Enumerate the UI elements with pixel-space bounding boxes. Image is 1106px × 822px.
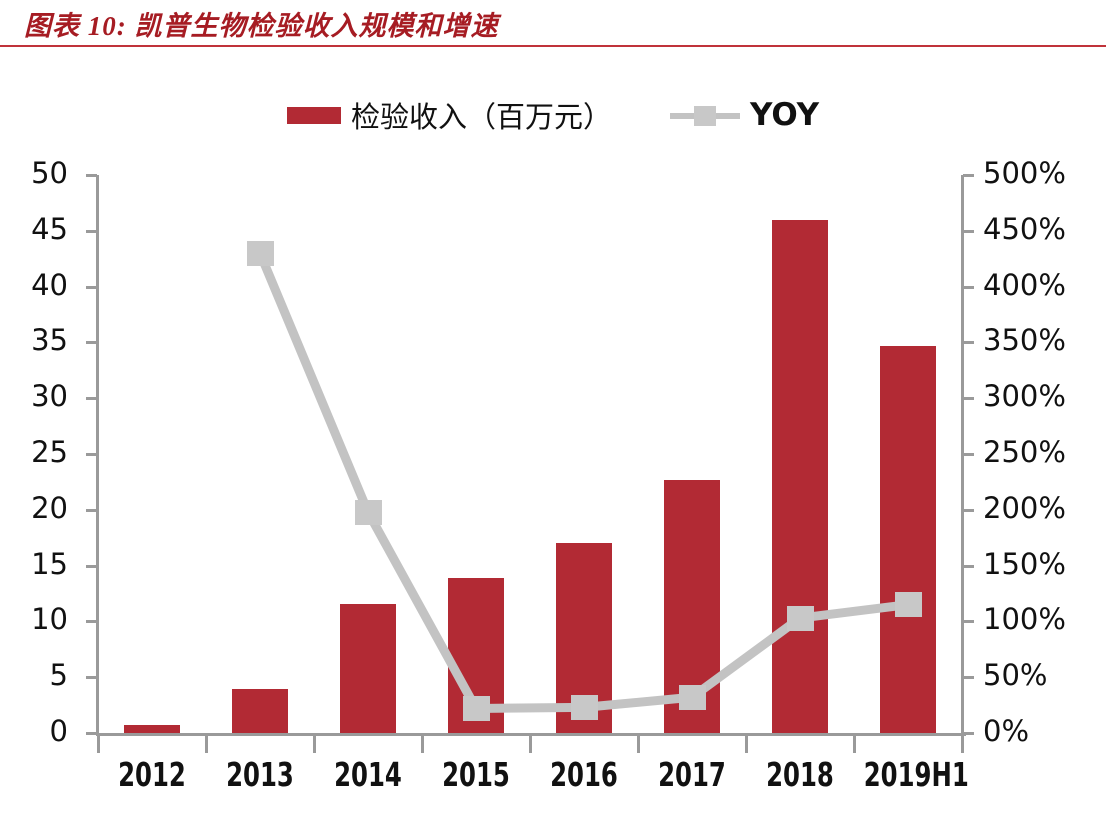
y-axis-right-tick	[963, 341, 974, 345]
y-axis-left-tick-label: 0	[49, 714, 68, 748]
legend-item-yoy[interactable]: YOY	[669, 97, 820, 133]
legend-line-marker-icon	[669, 104, 740, 126]
yoy-marker-2019H1[interactable]	[894, 592, 922, 618]
y-axis-left-tick	[86, 508, 97, 512]
x-axis-tick	[97, 736, 100, 753]
y-axis-right-tick-label: 350%	[983, 323, 1066, 358]
y-axis-left-tick-label: 50	[31, 156, 68, 190]
y-axis-left-tick-label: 10	[31, 602, 68, 637]
legend-item-revenue[interactable]: 检验收入（百万元）	[286, 94, 612, 136]
y-axis-right-tick	[963, 732, 974, 735]
bar-2014[interactable]	[340, 603, 396, 733]
y-axis-right-tick-label: 300%	[983, 379, 1066, 414]
x-axis-tick	[313, 736, 316, 753]
y-axis-left-tick	[86, 453, 97, 456]
y-axis-right-tick	[963, 564, 974, 568]
yoy-marker-2015[interactable]	[462, 695, 490, 721]
y-axis-right-tick-label: 150%	[983, 546, 1066, 581]
y-axis-right-tick-label: 400%	[983, 267, 1066, 302]
yoy-marker-2013[interactable]	[246, 240, 274, 266]
page-title: 图表 10: 凯普生物检验收入规模和增速	[24, 11, 499, 41]
y-axis-left-line	[96, 175, 99, 736]
x-axis-tick	[745, 736, 748, 753]
bar-2012[interactable]	[124, 725, 180, 733]
y-axis-left-tick	[86, 732, 97, 735]
y-axis-left-tick	[86, 676, 97, 680]
bar-2013[interactable]	[232, 689, 288, 733]
x-axis-tick	[637, 736, 640, 753]
y-axis-right-tick	[963, 174, 974, 177]
x-axis-tick-label: 2013	[226, 755, 294, 794]
x-axis-tick	[421, 736, 424, 753]
x-axis-tick	[961, 736, 964, 753]
y-axis-right-tick	[963, 229, 974, 233]
y-axis-left-tick	[86, 174, 97, 177]
y-axis-right-tick-label: 100%	[983, 602, 1066, 637]
title-divider	[0, 45, 1106, 47]
y-axis-left-tick-label: 40	[31, 267, 68, 302]
y-axis-right-tick-label: 250%	[983, 435, 1066, 469]
x-axis-line	[96, 733, 966, 736]
y-axis-right-line	[961, 175, 964, 736]
chart-legend: 检验收入（百万元） YOY	[0, 92, 1106, 138]
x-axis-tick-label: 2015	[442, 755, 510, 794]
y-axis-left-tick-label: 30	[31, 379, 68, 414]
y-axis-left-tick	[86, 285, 97, 289]
y-axis-right-tick	[963, 397, 974, 401]
yoy-marker-2016[interactable]	[570, 694, 598, 720]
y-axis-right-tick-label: 0%	[983, 714, 1030, 748]
y-axis-right-tick	[963, 508, 974, 512]
yoy-marker-2018[interactable]	[786, 605, 814, 631]
y-axis-left-tick-label: 20	[31, 490, 68, 525]
y-axis-right-tick-label: 450%	[983, 211, 1066, 246]
legend-item-yoy-label: YOY	[749, 97, 820, 133]
y-axis-left-tick-label: 5	[49, 658, 68, 693]
x-axis-tick-label: 2014	[334, 755, 402, 794]
legend-bar-swatch-icon	[286, 106, 341, 124]
y-axis-left-tick	[86, 341, 97, 345]
x-axis-tick-label: 2018	[766, 755, 834, 794]
title-bar: 图表 10: 凯普生物检验收入规模和增速	[0, 0, 1106, 50]
x-axis-tick-label: 2016	[550, 755, 618, 794]
y-axis-left-tick	[86, 229, 97, 233]
legend-item-revenue-label: 检验收入（百万元）	[350, 102, 612, 134]
x-axis-tick-label: 2019H1	[863, 755, 969, 794]
y-axis-right-tick	[963, 285, 974, 289]
y-axis-right-tick-label: 500%	[983, 156, 1066, 190]
x-axis-tick-label: 2017	[658, 755, 726, 794]
x-axis-tick	[853, 736, 856, 753]
y-axis-left-tick	[86, 397, 97, 401]
y-axis-right-tick	[963, 453, 974, 456]
y-axis-left-tick	[86, 564, 97, 568]
y-axis-left-tick-label: 35	[31, 323, 68, 358]
yoy-marker-2017[interactable]	[678, 684, 706, 710]
y-axis-left-tick	[86, 620, 97, 624]
y-axis-right-tick-label: 50%	[983, 658, 1048, 693]
y-axis-right-tick	[963, 620, 974, 624]
bar-2018[interactable]	[772, 219, 828, 733]
yoy-marker-2014[interactable]	[354, 499, 382, 525]
bar-2019H1[interactable]	[880, 345, 936, 733]
x-axis-tick-label: 2012	[118, 755, 186, 794]
y-axis-left-tick-label: 25	[31, 435, 68, 469]
y-axis-left-tick-label: 45	[31, 211, 68, 246]
y-axis-right-tick	[963, 676, 974, 680]
y-axis-left-tick-label: 15	[31, 546, 68, 581]
x-axis-tick	[205, 736, 208, 753]
x-axis-tick	[529, 736, 532, 753]
y-axis-right-tick-label: 200%	[983, 490, 1066, 525]
